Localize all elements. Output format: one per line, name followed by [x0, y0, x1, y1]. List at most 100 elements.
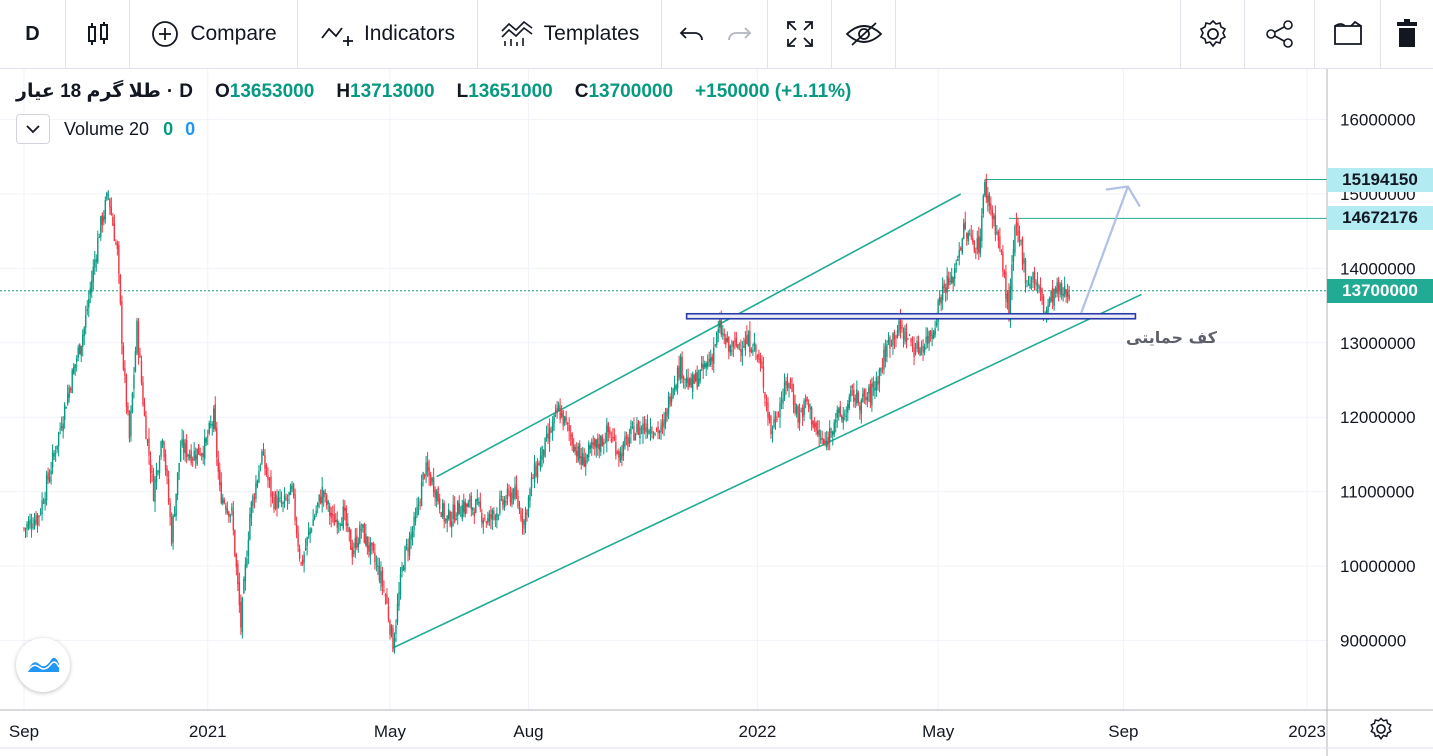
candle-body	[425, 462, 427, 476]
candle-body	[142, 382, 144, 405]
candle-body	[749, 330, 751, 352]
candle-body	[714, 344, 716, 346]
indicators-icon	[321, 27, 353, 46]
candle-body	[332, 514, 334, 516]
candle-body	[627, 436, 629, 447]
candle-body	[899, 317, 902, 330]
price-chart[interactable]: کف حمایتی 160000001500000014000000130000…	[0, 69, 1433, 756]
candle-body	[600, 436, 602, 452]
candle-body	[56, 445, 58, 450]
candle-body	[832, 431, 834, 436]
candle-body	[954, 267, 956, 280]
templates-label: Templates	[543, 22, 640, 45]
candle-body	[901, 325, 903, 329]
candle-body	[628, 437, 631, 444]
candle-body	[853, 389, 855, 403]
candle-body	[494, 515, 497, 521]
candle-body	[1036, 282, 1039, 287]
share-button[interactable]	[1244, 0, 1314, 68]
candle-body	[1012, 249, 1015, 262]
candle-body	[991, 209, 994, 219]
undo-button[interactable]	[662, 0, 722, 68]
candle-body	[271, 493, 274, 496]
candle-body	[366, 536, 369, 548]
candle-body	[976, 238, 978, 250]
candle-body	[619, 451, 622, 462]
candle-body	[898, 320, 900, 333]
candle-body	[39, 513, 42, 515]
volume-value-0: 0	[163, 118, 174, 139]
candle-body	[247, 539, 250, 556]
candle-body	[491, 509, 494, 520]
candle-body	[984, 182, 986, 196]
candle-body	[630, 426, 632, 435]
candle-body	[360, 529, 363, 531]
candle-body	[91, 280, 93, 293]
interval-button[interactable]: D	[0, 0, 66, 68]
candle-body	[35, 515, 37, 524]
indicators-button[interactable]: Indicators	[298, 0, 478, 68]
candle-body	[264, 455, 266, 469]
candle-body	[170, 516, 173, 544]
share-icon	[1265, 20, 1293, 48]
candle-body	[164, 454, 167, 471]
templates-button[interactable]: Templates	[478, 0, 662, 68]
candle-body	[865, 396, 867, 400]
candle-body	[80, 345, 82, 356]
candle-body	[1032, 272, 1034, 280]
candle-body	[51, 452, 54, 468]
candle-body	[100, 216, 102, 237]
candle-body	[798, 412, 801, 424]
snapshot-button[interactable]	[1314, 0, 1380, 68]
candle-body	[38, 515, 40, 517]
candle-body	[226, 508, 229, 514]
candle-body	[410, 533, 412, 540]
candle-body	[752, 350, 754, 353]
candle-body	[655, 428, 658, 430]
candle-body	[866, 397, 869, 401]
settings-button[interactable]	[1180, 0, 1244, 68]
candle-body	[682, 376, 685, 379]
candle-body	[572, 444, 575, 453]
axis-settings-button[interactable]	[1368, 716, 1394, 747]
candle-body	[963, 223, 965, 239]
fullscreen-button[interactable]	[768, 0, 832, 68]
candle-body	[859, 406, 861, 411]
candle-body	[839, 405, 841, 417]
candle-body	[559, 407, 561, 420]
candle-body	[33, 519, 36, 527]
candle-body	[833, 422, 835, 435]
candle-body	[211, 424, 213, 426]
candle-body	[908, 334, 911, 336]
candle-body	[756, 355, 759, 358]
candle-body	[166, 468, 168, 477]
compare-button[interactable]: Compare	[130, 0, 298, 68]
candle-body	[716, 332, 718, 345]
delete-button[interactable]	[1380, 0, 1433, 68]
chart-type-button[interactable]	[66, 0, 130, 68]
candle-body	[469, 500, 471, 502]
logo-button[interactable]	[16, 638, 70, 692]
candle-body	[916, 340, 918, 349]
candle-body	[85, 315, 87, 328]
candle-body	[36, 514, 39, 525]
candle-body	[286, 499, 289, 501]
candle-body	[557, 404, 560, 412]
candle-body	[574, 447, 576, 451]
redo-button[interactable]	[710, 0, 768, 68]
x-tick-label: 2023	[1288, 722, 1326, 741]
candle-body	[801, 407, 804, 418]
hide-drawings-button[interactable]	[832, 0, 896, 68]
candle-body	[676, 367, 679, 389]
candle-body	[967, 233, 969, 242]
candle-body	[556, 407, 558, 414]
candle-body	[273, 497, 275, 510]
candle-body	[48, 476, 51, 482]
candle-body	[597, 437, 599, 448]
candle-body	[735, 337, 738, 346]
candle-body	[687, 378, 689, 389]
candle-body	[681, 357, 683, 379]
candle-body	[937, 300, 939, 322]
collapse-legend-button[interactable]	[16, 114, 50, 144]
candle-body	[923, 346, 926, 353]
